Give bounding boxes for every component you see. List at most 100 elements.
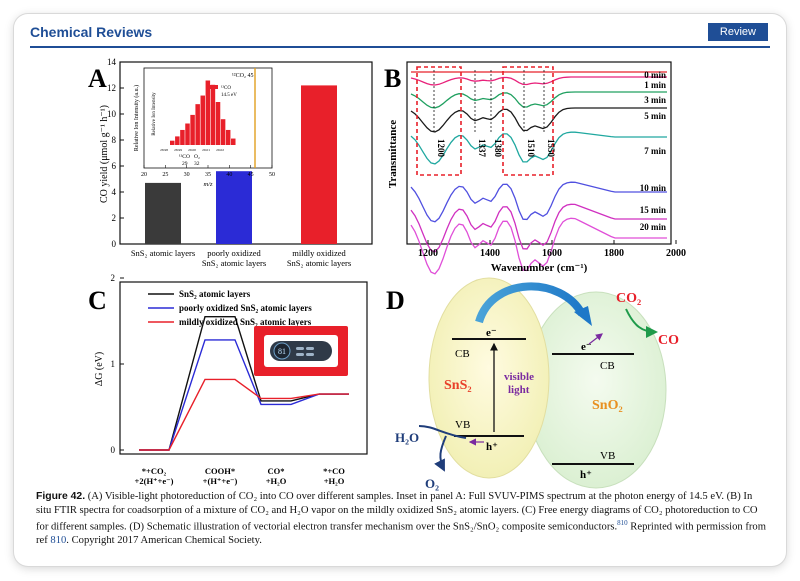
panel-b-series-label: 1 min [644, 80, 666, 90]
panel-c-line-red [139, 378, 349, 451]
inset-sub-ylabel: Relative Ion Intensity [152, 92, 157, 136]
caption-ref-link[interactable]: 810 [50, 535, 67, 547]
caption-text: (A) Visible-light photoreduction of CO₂ … [36, 491, 758, 533]
overlay-badge: 81 [254, 326, 348, 376]
panel-a-bar-label: poorly oxidized [207, 248, 261, 258]
panel-b-xtick-label: 1200 [418, 248, 438, 259]
panel-b-curve [410, 203, 667, 253]
o2-arrow-out [434, 435, 447, 472]
panel-b-series-label: 15 min [640, 205, 666, 215]
sns2-electron: e⁻ [486, 327, 497, 339]
inset-legend2: 14.5 eV [221, 93, 237, 98]
electron-out-arrow [588, 333, 603, 345]
inset-legend: ¹²CO [221, 85, 231, 91]
panel-c-lines [139, 316, 349, 451]
panel-b-curve [410, 76, 667, 86]
overlay-dot-3 [296, 353, 304, 356]
o2-label: O₂ [425, 476, 439, 491]
inset-legend-swatch [210, 85, 218, 89]
sno2-hole: h⁺ [580, 469, 592, 481]
panel-b-curve [410, 131, 667, 165]
inset-annot4: 32 [194, 161, 200, 167]
sno2-vb-label: VB [600, 450, 615, 462]
panel-b-peak-label: 1550 [546, 139, 556, 158]
panel-a-ytick-label: 2 [112, 213, 117, 223]
inset-co-tick: 28.99 [174, 148, 182, 152]
panel-c-legend-label: SnS₂ atomic layers [179, 289, 251, 299]
overlay-dot-1 [296, 347, 304, 350]
caption-label: Figure 42. [36, 491, 86, 502]
journal-title[interactable]: Chemical Reviews [30, 24, 153, 40]
sno2-cb-label: CB [600, 360, 615, 372]
inset-xtick-label: 20 [141, 172, 147, 178]
panel-a-bar [301, 85, 337, 245]
inset-annot1: ¹²CO [179, 154, 190, 160]
inset-peak [170, 140, 175, 145]
inset-xticks: 20 25 30 35 40 45 50 [141, 165, 275, 178]
inset-peak [205, 80, 211, 145]
panel-c-xlabel2: +H₂O [324, 476, 345, 486]
inset-peak [220, 119, 226, 145]
panel-b-curve [410, 217, 667, 275]
panel-b-xtick-label: 1600 [542, 248, 562, 259]
panel-b-xtick-label: 1800 [604, 248, 624, 259]
sns2-cb-label: CB [455, 348, 470, 360]
inset-peak-label: ¹²CO₂ 45 [232, 73, 254, 79]
caption-ref-sup[interactable]: 810 [617, 519, 628, 528]
inset-peak [195, 104, 200, 145]
peak-box-2 [502, 66, 554, 176]
panel-a: A CO yield (μmol g⁻¹ h⁻¹) 0 2 4 6 8 10 12 14 Sn… [88, 57, 373, 268]
panel-c-ylabel: ΔG (eV) [94, 352, 105, 386]
inset-xlabel: m/z [203, 181, 213, 188]
panel-c-ytick-label: 2 [111, 273, 116, 283]
panel-b-series-label: 10 min [640, 183, 666, 193]
transfer-arrow [475, 282, 586, 324]
h2o-label: H₂O [395, 430, 419, 445]
inset-peak [200, 95, 206, 145]
figure-card: Chemical Reviews Review A CO yield (μmol… [14, 14, 786, 566]
inset-ylabel: Relative Ion Intensity (a.u.) [133, 85, 140, 151]
panel-d-letter: D [386, 286, 405, 315]
sns2-hole: h⁺ [486, 441, 498, 453]
review-badge[interactable]: Review [707, 23, 768, 41]
panel-a-letter: A [88, 64, 107, 93]
panel-b-xtick-label: 2000 [666, 248, 686, 259]
panel-b-peak-label: 1337 [477, 139, 487, 158]
panel-c-ytick-label: 1 [111, 359, 116, 369]
inset-co-tick: 29.02 [216, 148, 224, 152]
inset-peak [180, 129, 185, 145]
sns2-ellipse [428, 277, 550, 479]
panel-c-legend-label: poorly oxidized SnS₂ atomic layers [179, 303, 312, 313]
inset-peak [225, 129, 231, 145]
light-label: light [508, 384, 530, 396]
panel-b-letter: B [384, 64, 401, 93]
inset-peak [175, 136, 180, 145]
panel-b-xticks: 1200 1400 1600 1800 2000 [418, 240, 686, 259]
co-label: CO [658, 333, 679, 348]
panel-b-curve [410, 107, 667, 133]
visible-label: visible [504, 371, 534, 383]
panel-c-xlabel2: +H₂O [266, 476, 287, 486]
panel-c-yticks: 0 1 2 [111, 273, 124, 455]
panel-c-xlabel: *+CO [323, 466, 345, 476]
panel-a-bar [145, 182, 181, 244]
inset-xtick-label: 35 [205, 172, 211, 178]
inset-xtick-label: 30 [184, 172, 190, 178]
inset-peak [210, 84, 216, 145]
overlay-dot-2 [306, 347, 314, 350]
co2-label: CO₂ [616, 291, 641, 306]
sno2-electron: e⁻ [581, 341, 592, 353]
panel-a-inset: ¹²CO₂ 45 ¹²CO 14.5 eV Relative Ion Inten… [133, 67, 275, 188]
panel-c-ytick-label: 0 [111, 445, 116, 455]
panel-b-xtick-label: 1400 [480, 248, 500, 259]
overlay-text: 81 [278, 347, 286, 356]
panel-a-ytick-label: 12 [107, 83, 116, 93]
panel-b-axes [406, 61, 672, 245]
panel-b-series-label: 20 min [640, 222, 666, 232]
panel-c-axes [119, 281, 368, 455]
panel-a-ytick-label: 4 [112, 187, 117, 197]
inset-xtick-label: 50 [269, 172, 275, 178]
transfer-arrow-head [574, 306, 592, 326]
inset-co-tick: 28.98 [160, 148, 168, 152]
